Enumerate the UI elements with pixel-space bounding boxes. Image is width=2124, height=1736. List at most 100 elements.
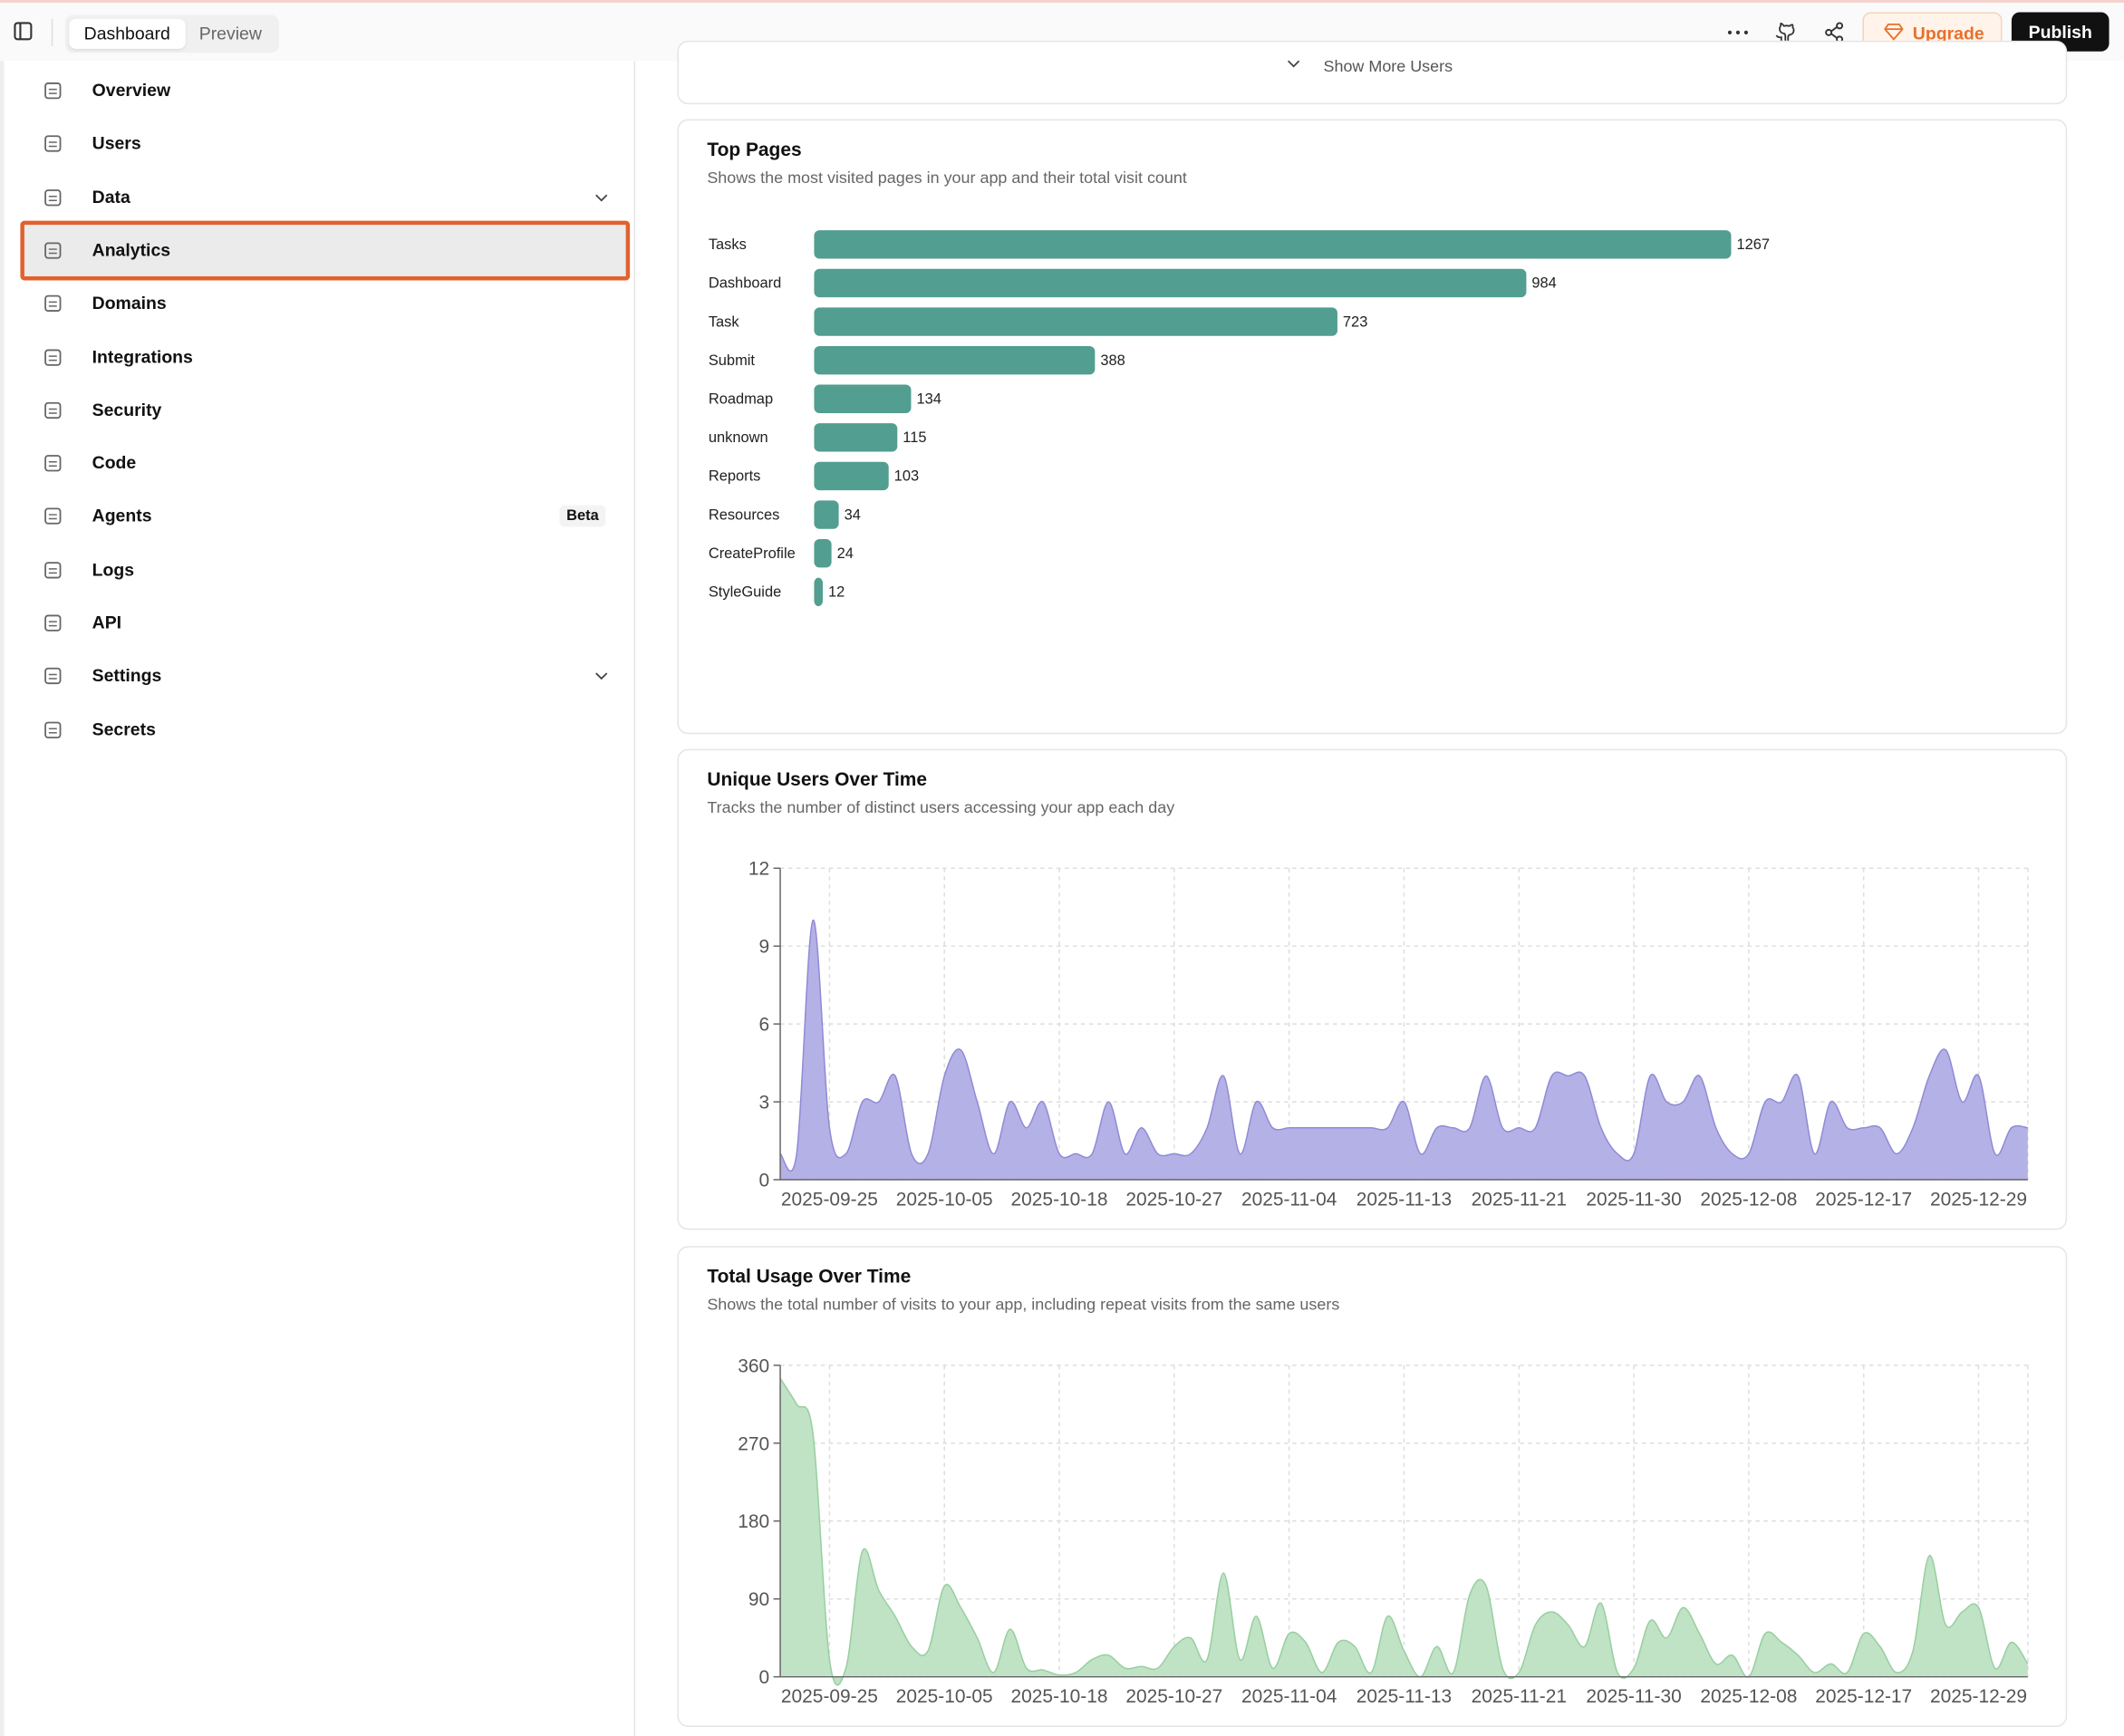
bar-label: Reports (709, 468, 761, 485)
nav-label: API (92, 612, 122, 633)
y-tick-label: 180 (738, 1511, 769, 1532)
more-button[interactable] (1726, 23, 1751, 42)
nav-item[interactable]: Logs (23, 543, 627, 597)
show-more-button[interactable]: Show More Users (1323, 56, 1453, 76)
x-tick-label: 2025-11-13 (1356, 1686, 1452, 1707)
tab[interactable]: Dashboard (69, 18, 186, 49)
nav-item[interactable]: Agents Beta (23, 489, 627, 544)
sidebar-toggle[interactable] (14, 22, 34, 42)
icon-shape (44, 348, 62, 366)
x-tick-label: 2025-11-21 (1472, 1189, 1567, 1210)
nav-icon (44, 455, 62, 472)
nav-label: Agents (92, 506, 152, 526)
y-tick-label: 360 (738, 1355, 769, 1376)
icon-shape (44, 82, 62, 100)
bar (814, 500, 839, 529)
nav-icon (44, 561, 62, 579)
x-tick-label: 2025-11-04 (1241, 1189, 1337, 1210)
x-tick-label: 2025-12-29 (1930, 1189, 2027, 1210)
x-tick-label: 2025-11-21 (1472, 1686, 1567, 1707)
nav-icon (44, 242, 62, 259)
nav-icon (44, 668, 62, 685)
nav-item[interactable]: Settings (23, 650, 627, 704)
nav-item[interactable]: Code (23, 436, 627, 490)
chevron-path (595, 194, 608, 201)
x-tick-label: 2025-11-30 (1586, 1189, 1681, 1210)
bar (814, 461, 889, 491)
icon-shape (44, 508, 62, 526)
nav-icon (44, 508, 62, 526)
chart: Tasks 1267 Dashboard 984 Task 723 Submit 388 Roa… (709, 230, 1770, 606)
nav-label: Code (92, 452, 137, 473)
chevron (1288, 60, 1300, 68)
chart-title: Total Usage Over Time (707, 1265, 912, 1288)
x-tick-label: 2025-12-17 (1815, 1686, 1912, 1707)
chart-subtitle: Tracks the number of distinct users acce… (707, 797, 1175, 817)
y-tick-label: 6 (758, 1015, 769, 1036)
sidebar: Overview Users Data Analytics Domains Integra… (0, 61, 636, 1736)
nav-label: Domains (92, 293, 167, 313)
bar (814, 423, 898, 452)
value-label: 134 (916, 391, 941, 407)
chart-title: Top Pages (707, 138, 802, 160)
chart-card: Total Usage Over Time Shows the total num… (677, 1246, 2068, 1727)
x-tick-label: 2025-09-25 (781, 1686, 878, 1707)
y-tick-label: 270 (738, 1433, 769, 1454)
nav-item[interactable]: Security (23, 383, 627, 438)
nav-label: Overview (92, 80, 171, 101)
icon-shape (44, 614, 62, 632)
x-tick-label: 2025-11-13 (1356, 1189, 1452, 1210)
bar (814, 345, 1096, 375)
value-label: 103 (894, 468, 919, 485)
nav-label: Data (92, 186, 130, 207)
nav-icon (44, 348, 62, 366)
y-tick-label: 0 (758, 1171, 769, 1191)
bar-label: Task (709, 313, 740, 330)
y-tick-label: 0 (758, 1667, 769, 1688)
nav-item[interactable]: Domains (23, 276, 627, 331)
x-tick-label: 2025-09-25 (781, 1189, 878, 1210)
nav-item[interactable]: Secrets (23, 702, 627, 757)
icon-shape (44, 721, 62, 738)
bar-label: Roadmap (709, 391, 773, 407)
nav-icon (44, 401, 62, 419)
nav-icon (44, 295, 62, 313)
bar (814, 307, 1337, 336)
x-tick-label: 2025-12-17 (1815, 1189, 1912, 1210)
y-tick-label: 90 (748, 1589, 769, 1610)
nav-icon (44, 188, 62, 206)
chart-card: Top Pages Shows the most visited pages in… (677, 119, 2068, 735)
nav-label: Integrations (92, 345, 193, 367)
users-card: Show More Users (677, 40, 2068, 105)
y-tick-label: 12 (748, 859, 769, 880)
github-button[interactable] (1774, 22, 1796, 43)
value-label: 984 (1531, 275, 1556, 292)
nav-item[interactable]: API (23, 596, 627, 651)
nav-item[interactable]: Overview (23, 63, 627, 118)
bar-label: StyleGuide (709, 584, 781, 601)
tab[interactable]: Preview (198, 23, 262, 43)
nav-icon (44, 82, 62, 100)
icon-shape (44, 135, 62, 153)
nav-item[interactable]: Integrations (23, 330, 627, 384)
y-tick-label: 9 (758, 937, 769, 958)
value-label: 1267 (1736, 236, 1770, 253)
nav-label: Security (92, 399, 162, 420)
upgrade-label: Upgrade (1912, 23, 1984, 43)
x-tick-label: 2025-10-18 (1011, 1189, 1108, 1210)
nav-item[interactable]: Analytics (20, 220, 631, 281)
nav-icon (44, 135, 62, 153)
nav-item[interactable]: Data (23, 170, 627, 225)
x-tick-label: 2025-11-04 (1241, 1686, 1337, 1707)
area-line (779, 1377, 2029, 1686)
area (780, 1378, 2028, 1685)
x-tick-label: 2025-10-05 (896, 1686, 993, 1707)
icon-shape (44, 668, 62, 685)
value-label: 34 (845, 506, 861, 523)
bar (814, 538, 832, 568)
gem-icon (1884, 24, 1904, 41)
x-tick-label: 2025-10-18 (1011, 1686, 1108, 1707)
nav-item[interactable]: Users (23, 117, 627, 171)
bar (814, 268, 1527, 298)
x-tick-label: 2025-12-29 (1930, 1686, 2027, 1707)
